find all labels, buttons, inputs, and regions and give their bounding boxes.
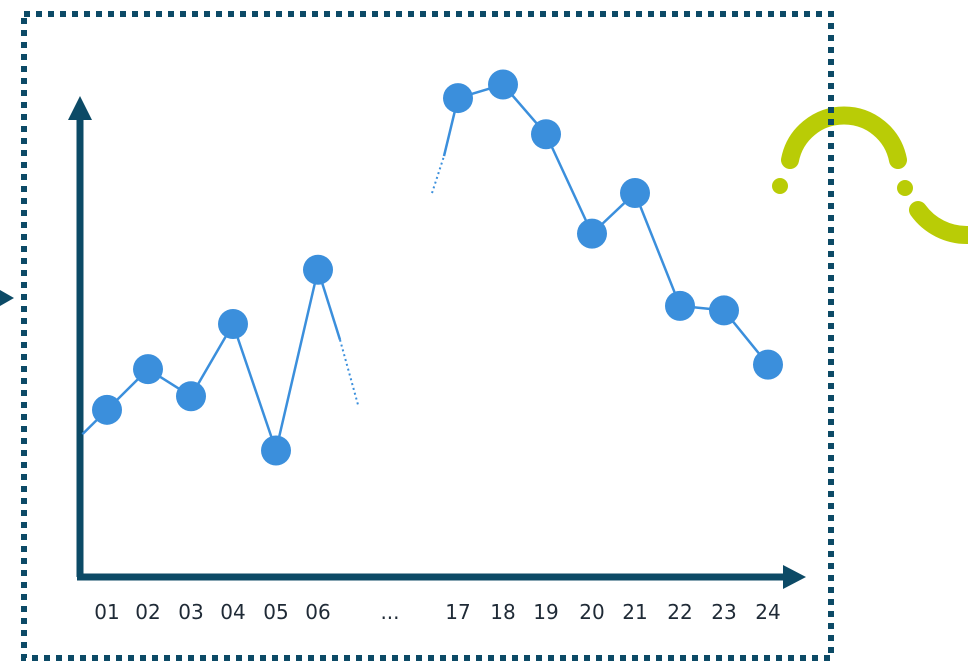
data-point-19 — [531, 119, 561, 150]
data-point-02 — [133, 354, 163, 385]
x-tick-label: 04 — [220, 600, 245, 624]
data-point-21 — [620, 177, 650, 208]
x-tick-label: 02 — [135, 600, 160, 624]
series-tail-fade — [339, 339, 359, 406]
x-tick-label: 19 — [533, 600, 558, 624]
data-point-05 — [261, 435, 291, 466]
x-tick-label: 06 — [305, 600, 330, 624]
chart-frame — [21, 11, 834, 661]
x-tick-label: 17 — [445, 600, 470, 624]
data-point-20 — [577, 218, 607, 249]
arc-dot-left — [772, 178, 788, 194]
arrow-icon — [0, 290, 14, 306]
series-layer — [81, 69, 783, 466]
data-point-03 — [176, 381, 206, 412]
data-point-22 — [665, 290, 695, 321]
x-axis-arrow — [783, 565, 806, 589]
arc-dot-right — [897, 180, 913, 196]
x-tick-label: 03 — [178, 600, 203, 624]
x-tick-label: 20 — [579, 600, 604, 624]
data-point-24 — [753, 349, 783, 380]
y-axis-arrow — [68, 96, 92, 120]
x-tick-label: 23 — [711, 600, 736, 624]
x-tick-label: 21 — [622, 600, 647, 624]
arc-lower — [909, 201, 968, 244]
data-point-17 — [443, 83, 473, 114]
data-point-18 — [488, 69, 518, 100]
data-point-04 — [218, 308, 248, 339]
x-axis-break-ellipsis: ... — [380, 600, 399, 624]
data-point-01 — [92, 394, 122, 425]
x-tick-label: 18 — [490, 600, 515, 624]
x-tick-label: 22 — [667, 600, 692, 624]
arc-upper — [781, 106, 907, 169]
data-point-23 — [709, 295, 739, 326]
series-head-fade — [431, 155, 445, 194]
x-tick-labels: 01 02 03 04 05 06 17 18 19 20 21 22 23 24... — [94, 600, 780, 624]
x-tick-label: 05 — [263, 600, 288, 624]
x-tick-label: 24 — [755, 600, 780, 624]
axes — [68, 96, 806, 589]
curved-arc-icon — [772, 106, 968, 244]
x-tick-label: 01 — [94, 600, 119, 624]
data-point-06 — [303, 254, 333, 285]
